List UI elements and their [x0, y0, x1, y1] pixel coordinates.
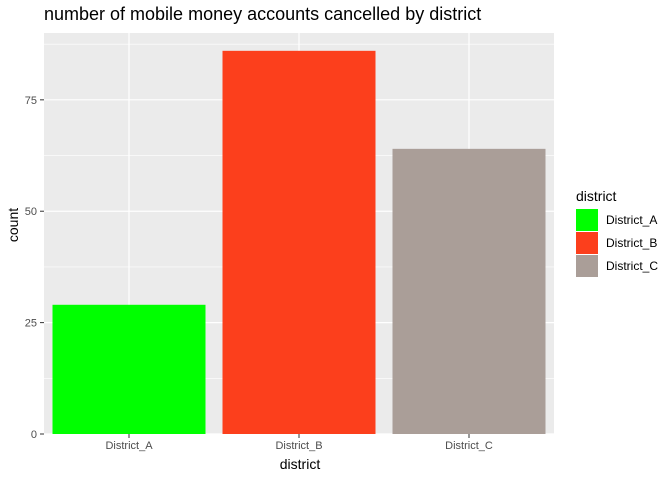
y-axis: 0 25 50 75	[25, 95, 44, 441]
y-tick-label: 0	[31, 429, 37, 441]
x-tick-label: District_B	[275, 440, 322, 452]
bars	[52, 50, 546, 434]
bar-District_C	[392, 148, 546, 434]
legend-key	[576, 209, 598, 231]
y-tick-label: 75	[25, 95, 37, 107]
legend-label: District_C	[606, 259, 658, 273]
y-tick-label: 25	[25, 318, 37, 330]
bar-District_B	[222, 50, 376, 434]
legend-label: District_B	[606, 236, 657, 250]
x-tick-label: District_A	[105, 440, 153, 452]
x-axis-title: district	[280, 456, 321, 472]
x-tick-label: District_C	[445, 440, 493, 452]
legend: district District_A District_B District_C	[576, 188, 658, 277]
bar-District_A	[52, 304, 206, 434]
x-axis: District_A District_B District_C	[105, 434, 493, 452]
legend-label: District_A	[606, 213, 657, 227]
y-tick-label: 50	[25, 206, 37, 218]
legend-key	[576, 255, 598, 277]
legend-key	[576, 232, 598, 254]
chart-title: number of mobile money accounts cancelle…	[44, 4, 481, 24]
y-axis-title: count	[5, 208, 21, 242]
legend-title: district	[576, 188, 617, 204]
